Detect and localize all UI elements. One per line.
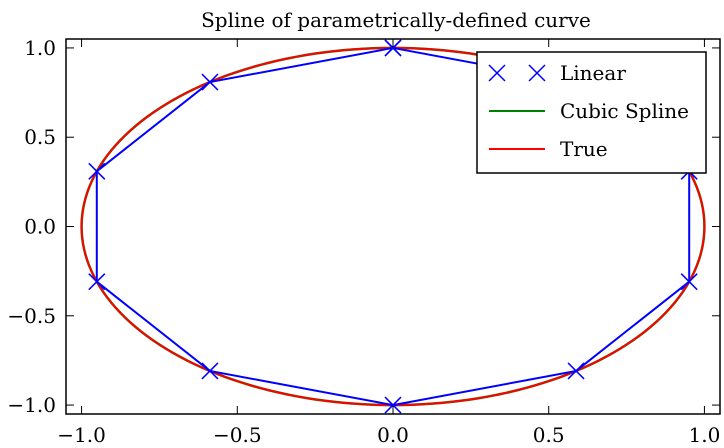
data-point xyxy=(680,273,698,291)
x-tick-label: 1.0 xyxy=(689,423,721,447)
y-axis: −1.0 −0.5 0.0 0.5 1.0 xyxy=(7,36,720,417)
y-tick-label: 0.5 xyxy=(24,125,56,149)
y-tick-label: 1.0 xyxy=(24,36,56,60)
data-point xyxy=(88,162,106,180)
x-tick-label: 0.0 xyxy=(377,423,409,447)
data-point xyxy=(201,362,219,380)
legend-box xyxy=(476,51,707,174)
x-tick-label: −0.5 xyxy=(213,423,262,447)
data-point xyxy=(567,362,585,380)
legend-label-true: True xyxy=(560,137,608,161)
data-point xyxy=(88,273,106,291)
y-tick-label: −1.0 xyxy=(7,393,56,417)
x-axis: −1.0 −0.5 0.0 0.5 1.0 xyxy=(57,39,720,447)
x-tick-label: 0.5 xyxy=(533,423,565,447)
legend-marker-linear xyxy=(488,64,546,82)
legend-label-cubic-spline: Cubic Spline xyxy=(560,99,689,123)
y-tick-label: 0.0 xyxy=(24,215,56,239)
x-tick-label: −1.0 xyxy=(57,423,106,447)
legend: Linear Cubic Spline True xyxy=(476,51,707,174)
data-point xyxy=(384,39,402,57)
data-point xyxy=(384,396,402,414)
legend-label-linear: Linear xyxy=(560,61,626,85)
data-point xyxy=(201,73,219,91)
chart-title: Spline of parametrically-defined curve xyxy=(201,8,591,32)
y-tick-label: −0.5 xyxy=(7,304,56,328)
